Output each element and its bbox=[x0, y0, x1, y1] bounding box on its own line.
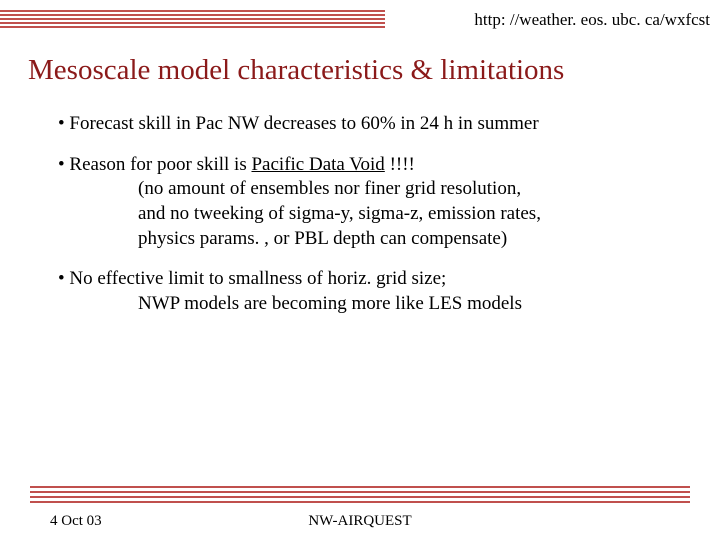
header-url: http: //weather. eos. ubc. ca/wxfcst bbox=[474, 10, 710, 30]
bullet-1-text: • Forecast skill in Pac NW decreases to … bbox=[58, 113, 539, 134]
bullet-2-sub-1: (no amount of ensembles nor finer grid r… bbox=[138, 177, 700, 202]
bullet-2: • Reason for poor skill is Pacific Data … bbox=[58, 153, 700, 252]
slide-body: • Forecast skill in Pac NW decreases to … bbox=[58, 112, 700, 333]
bullet-1: • Forecast skill in Pac NW decreases to … bbox=[58, 112, 700, 137]
bullet-2-suffix: !!!! bbox=[385, 154, 415, 175]
slide-title: Mesoscale model characteristics & limita… bbox=[28, 54, 564, 87]
bullet-2-prefix: • Reason for poor skill is bbox=[58, 154, 251, 175]
bullet-3: • No effective limit to smallness of hor… bbox=[58, 267, 700, 316]
footer-stripe bbox=[30, 484, 690, 504]
footer-center: NW-AIRQUEST bbox=[308, 513, 411, 530]
bullet-2-sub-2: and no tweeking of sigma-y, sigma-z, emi… bbox=[138, 202, 700, 227]
footer-date: 4 Oct 03 bbox=[50, 513, 102, 530]
bullet-3-sub-1: NWP models are becoming more like LES mo… bbox=[138, 292, 700, 317]
bullet-3-lead: • No effective limit to smallness of hor… bbox=[58, 267, 700, 292]
bullet-2-emph: Pacific Data Void bbox=[251, 154, 384, 175]
header-stripe bbox=[0, 8, 385, 32]
bullet-2-sub-3: physics params. , or PBL depth can compe… bbox=[138, 227, 700, 252]
